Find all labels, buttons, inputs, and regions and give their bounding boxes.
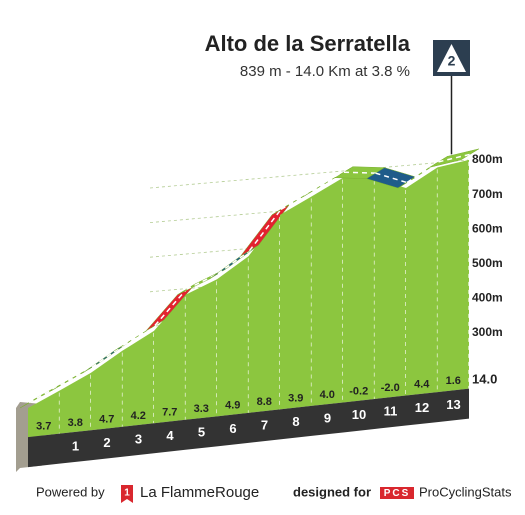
base-strip: [217, 412, 249, 447]
segment-center-line: [375, 172, 408, 184]
badge-label: 2: [448, 53, 456, 69]
gradient-label: 7.7: [162, 406, 177, 418]
gradient-label: 4.7: [99, 413, 114, 425]
segment-front: [311, 177, 343, 406]
category-badge: 2: [433, 40, 470, 76]
footer: Powered by 1 La FlammeRouge designed for…: [36, 484, 512, 503]
segment-center-line: [217, 250, 250, 275]
gradient-label: 4.9: [225, 400, 240, 412]
designed-for: designed for: [293, 484, 371, 499]
segment-front: [154, 294, 186, 424]
base-strip: [185, 416, 217, 450]
x-tick-label: 12: [415, 400, 429, 415]
segment-front: [406, 167, 438, 396]
base-strip: [91, 426, 123, 461]
x-tick-label: 11: [384, 404, 398, 419]
segment-front: [217, 256, 249, 417]
base-strip: [248, 409, 280, 443]
base-strip: [374, 395, 406, 430]
x-tick-label: 8: [292, 414, 299, 429]
x-tick-label: 6: [229, 421, 236, 436]
segment-center-line: [91, 344, 124, 368]
segment-front: [28, 390, 60, 438]
profile-cap: [16, 402, 20, 472]
y-tick-label: 400m: [472, 291, 503, 305]
gradient-label: 3.9: [288, 393, 303, 405]
brand-icon: 1: [124, 488, 130, 499]
base-strip: [59, 430, 91, 464]
base-strip: [28, 433, 60, 468]
pcs-logo-box: [380, 487, 414, 499]
base-strip: [311, 402, 343, 436]
badge-triangle: [437, 44, 466, 72]
base-strip: [437, 388, 469, 423]
x-tick-label: 13: [446, 397, 460, 412]
y-tick-label: 500m: [472, 256, 503, 270]
x-tick-label: 2: [103, 435, 110, 450]
base-strip: [122, 423, 154, 457]
x-tick-label: 3: [135, 431, 142, 446]
segment-front: [59, 372, 91, 434]
gradient-label: 3.8: [68, 417, 83, 429]
chart-subtitle: 839 m - 14.0 Km at 3.8 %: [240, 63, 410, 80]
x-tick-label: 1: [72, 438, 79, 453]
segment-front: [91, 350, 123, 431]
pcs-name: ProCyclingStats: [419, 484, 512, 499]
x-tick-label: 10: [352, 407, 366, 422]
gradient-label: 4.4: [414, 379, 430, 391]
grid-line: [149, 159, 469, 189]
x-end-label: 14.0: [472, 371, 497, 386]
base-strip: [280, 405, 312, 440]
y-tick-label: 600m: [472, 221, 503, 235]
x-tick-label: 7: [261, 418, 268, 433]
x-tick-label: 4: [166, 428, 174, 443]
segment-front: [280, 196, 312, 410]
gradient-label: 4.2: [131, 410, 146, 422]
brand: La FlammeRouge: [140, 484, 259, 501]
x-tick-label: 5: [198, 424, 205, 439]
segment-top: [429, 148, 480, 168]
x-tick-label: 9: [324, 411, 331, 426]
gradient-label: -2.0: [381, 382, 400, 394]
segment-front: [122, 330, 154, 427]
gradient-label: 3.3: [194, 403, 209, 415]
segment-front: [248, 214, 280, 413]
gradient-label: 8.8: [257, 396, 272, 408]
segment-front: [343, 177, 375, 403]
y-tick-label: 700m: [472, 187, 503, 201]
segment-center-line: [28, 384, 61, 404]
gradient-label: 3.7: [36, 420, 51, 432]
pcs-logo: PCS: [384, 488, 411, 499]
base-strip: [406, 392, 438, 426]
segment-center-line: [154, 288, 188, 326]
base-strip: [343, 399, 375, 433]
segment-front: [437, 159, 469, 393]
brand-icon-shape: [121, 485, 133, 503]
y-tick-label: 300m: [472, 325, 503, 339]
base-strip: [154, 419, 186, 454]
y-tick-label: 800m: [472, 152, 503, 166]
gradient-label: 1.6: [446, 375, 461, 387]
powered-by: Powered by: [36, 484, 105, 499]
segment-front: [185, 279, 217, 420]
segment-front: [374, 178, 406, 400]
chart-title: Alto de la Serratella: [205, 31, 411, 56]
gradient-label: 4.0: [320, 389, 335, 401]
gradient-label: -0.2: [349, 386, 368, 398]
